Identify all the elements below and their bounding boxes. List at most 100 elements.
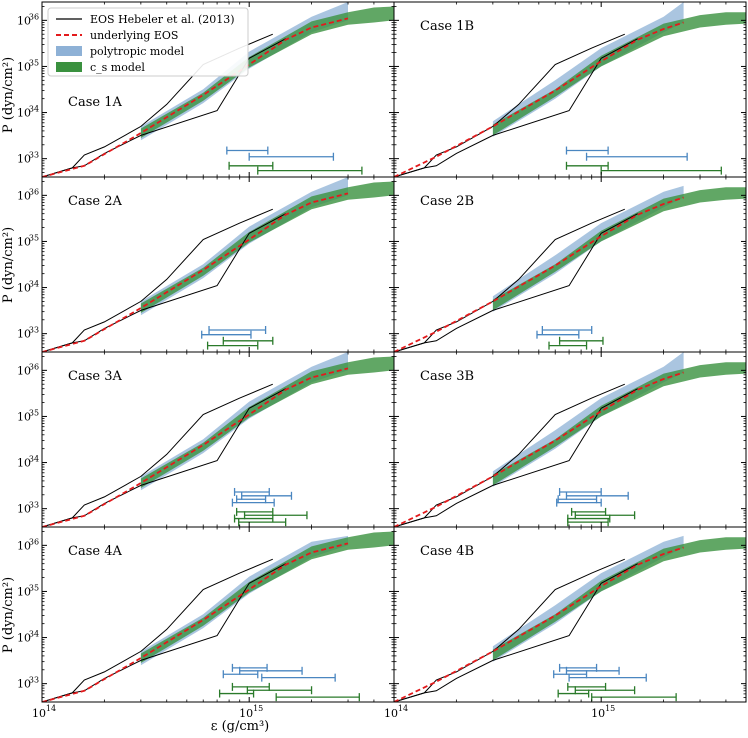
x-tick-label: 10 <box>591 707 605 720</box>
y-tick-label: 10 <box>17 503 31 516</box>
y-tick-label-exponent: 36 <box>29 362 39 371</box>
underlying-eos-line <box>394 21 684 177</box>
cs-errorbar <box>257 166 363 175</box>
hebeler-lower-line <box>394 388 638 527</box>
hebeler-upper-line <box>42 208 273 352</box>
underlying-eos-line <box>394 196 684 352</box>
polytropic-errorbar <box>208 326 267 335</box>
y-tick-label: 10 <box>17 282 31 295</box>
y-tick-label-exponent: 34 <box>29 105 39 114</box>
plot-area <box>394 185 746 352</box>
y-tick-label: 10 <box>17 585 31 598</box>
panel-title: Case 4B <box>420 544 474 559</box>
panel-title: Case 3A <box>68 369 122 384</box>
polytropic-errorbar <box>541 326 593 335</box>
y-tick-label-exponent: 35 <box>29 233 39 242</box>
polytropic-errorbar <box>261 673 336 682</box>
cs-errorbar <box>238 518 287 527</box>
panel-case-1b: Case 1B <box>393 1 747 178</box>
cs-errorbar <box>222 336 274 345</box>
y-tick-label-exponent: 35 <box>29 408 39 417</box>
legend-label: EOS Hebeler et al. (2013) <box>90 13 235 26</box>
cs-errorbar <box>600 166 722 175</box>
y-tick-label-exponent: 33 <box>29 676 39 685</box>
y-tick-label-exponent: 33 <box>29 326 39 335</box>
cs-errorbar <box>565 161 609 170</box>
y-tick-label: 10 <box>17 60 31 73</box>
cs-errorbar <box>574 686 636 695</box>
cs-errorbar <box>233 514 274 523</box>
panel-case-3b: Case 3B <box>393 351 747 528</box>
underlying-eos-line <box>42 17 349 177</box>
legend-entry-0: EOS Hebeler et al. (2013) <box>56 13 235 26</box>
cs-errorbar <box>567 518 609 527</box>
polytropic-errorbar <box>226 146 269 155</box>
axis-labels: ε (g/cm³) P (dyn/cm²) P (dyn/cm²) P (dyn… <box>1 57 269 734</box>
legend: EOS Hebeler et al. (2013) underlying EOS p… <box>47 7 249 77</box>
polytropic-errorbar <box>565 666 620 675</box>
y-tick-label-exponent: 35 <box>29 583 39 592</box>
y-tick-label-exponent: 34 <box>29 630 39 639</box>
hebeler-upper-line <box>394 33 625 177</box>
cs-errorbar <box>548 341 588 350</box>
legend-label: c_s model <box>90 61 145 74</box>
y-tick-label: 10 <box>17 153 31 166</box>
y-tick-label-exponent: 36 <box>29 187 39 196</box>
cs-errorbar <box>558 336 604 345</box>
underlying-eos-line <box>394 371 684 527</box>
x-tick-label: 10 <box>32 707 46 720</box>
x-tick-label-exponent: 14 <box>46 704 56 713</box>
polytropic-errorbar <box>536 330 580 339</box>
y-tick-label: 10 <box>17 364 31 377</box>
x-tick-label: 10 <box>384 707 398 720</box>
cs-band <box>492 362 746 486</box>
legend-box <box>47 7 249 77</box>
cs-errorbar <box>218 689 255 698</box>
y-tick-label-exponent: 36 <box>29 12 39 21</box>
y-tick-label-exponent: 36 <box>29 537 39 546</box>
cs-errorbar <box>275 693 360 702</box>
cs-errorbar <box>557 689 590 698</box>
cs-errorbar <box>574 511 636 520</box>
hebeler-upper-line <box>42 558 273 702</box>
hebeler-upper-line <box>394 558 625 702</box>
y-tick-label: 10 <box>17 457 31 470</box>
plot-area <box>394 535 746 702</box>
y-axis-label-top-row: P (dyn/cm²) <box>1 57 16 133</box>
plot-area <box>42 352 394 527</box>
panel-frame <box>393 526 747 703</box>
cs-band <box>492 537 746 661</box>
panel-case-2b: Case 2B <box>393 176 747 353</box>
hebeler-lower-line <box>394 563 638 702</box>
polytropic-errorbar <box>236 495 267 504</box>
panel-title: Case 2A <box>68 194 122 209</box>
legend-entry-2: polytropic model <box>56 45 185 58</box>
hebeler-lower-line <box>394 38 638 177</box>
cs-errorbar <box>231 682 270 691</box>
legend-swatch-patch <box>56 46 82 56</box>
y-tick-label: 10 <box>17 14 31 27</box>
polytropic-errorbar <box>239 666 303 675</box>
y-tick-label: 10 <box>17 410 31 423</box>
panel-title: Case 1A <box>68 95 122 110</box>
x-tick-label-exponent: 15 <box>253 704 263 713</box>
legend-entry-3: c_s model <box>56 61 145 74</box>
plot-area <box>42 531 394 702</box>
cs-errorbar <box>243 511 308 520</box>
cs-band <box>140 356 394 488</box>
hebeler-lower-line <box>394 213 638 352</box>
polytropic-errorbar <box>231 498 275 507</box>
polytropic-errorbar <box>585 152 688 161</box>
y-tick-label: 10 <box>17 632 31 645</box>
underlying-eos-line <box>42 367 349 527</box>
y-tick-label-exponent: 35 <box>29 58 39 67</box>
x-axis-label: ε (g/cm³) <box>211 719 270 734</box>
y-tick-label: 10 <box>17 678 31 691</box>
cs-errorbar <box>570 507 607 516</box>
